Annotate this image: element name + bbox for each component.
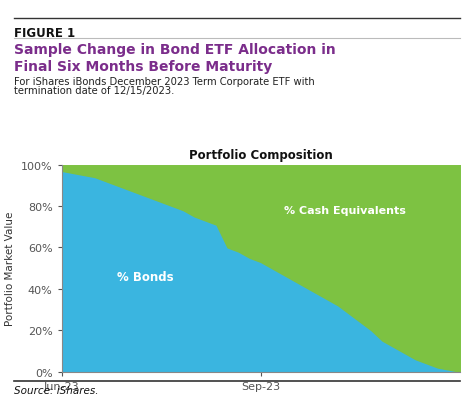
Text: Sample Change in Bond ETF Allocation in: Sample Change in Bond ETF Allocation in [14,43,336,57]
Text: % Bonds: % Bonds [118,270,174,283]
Text: Final Six Months Before Maturity: Final Six Months Before Maturity [14,59,273,74]
Text: Source: iShares.: Source: iShares. [14,385,99,395]
Text: FIGURE 1: FIGURE 1 [14,27,75,40]
Y-axis label: Portfolio Market Value: Portfolio Market Value [5,211,16,325]
Text: % Cash Equivalents: % Cash Equivalents [284,206,406,216]
Text: termination date of 12/15/2023.: termination date of 12/15/2023. [14,85,174,95]
Title: Portfolio Composition: Portfolio Composition [189,148,333,161]
Text: For iShares iBonds December 2023 Term Corporate ETF with: For iShares iBonds December 2023 Term Co… [14,76,315,86]
